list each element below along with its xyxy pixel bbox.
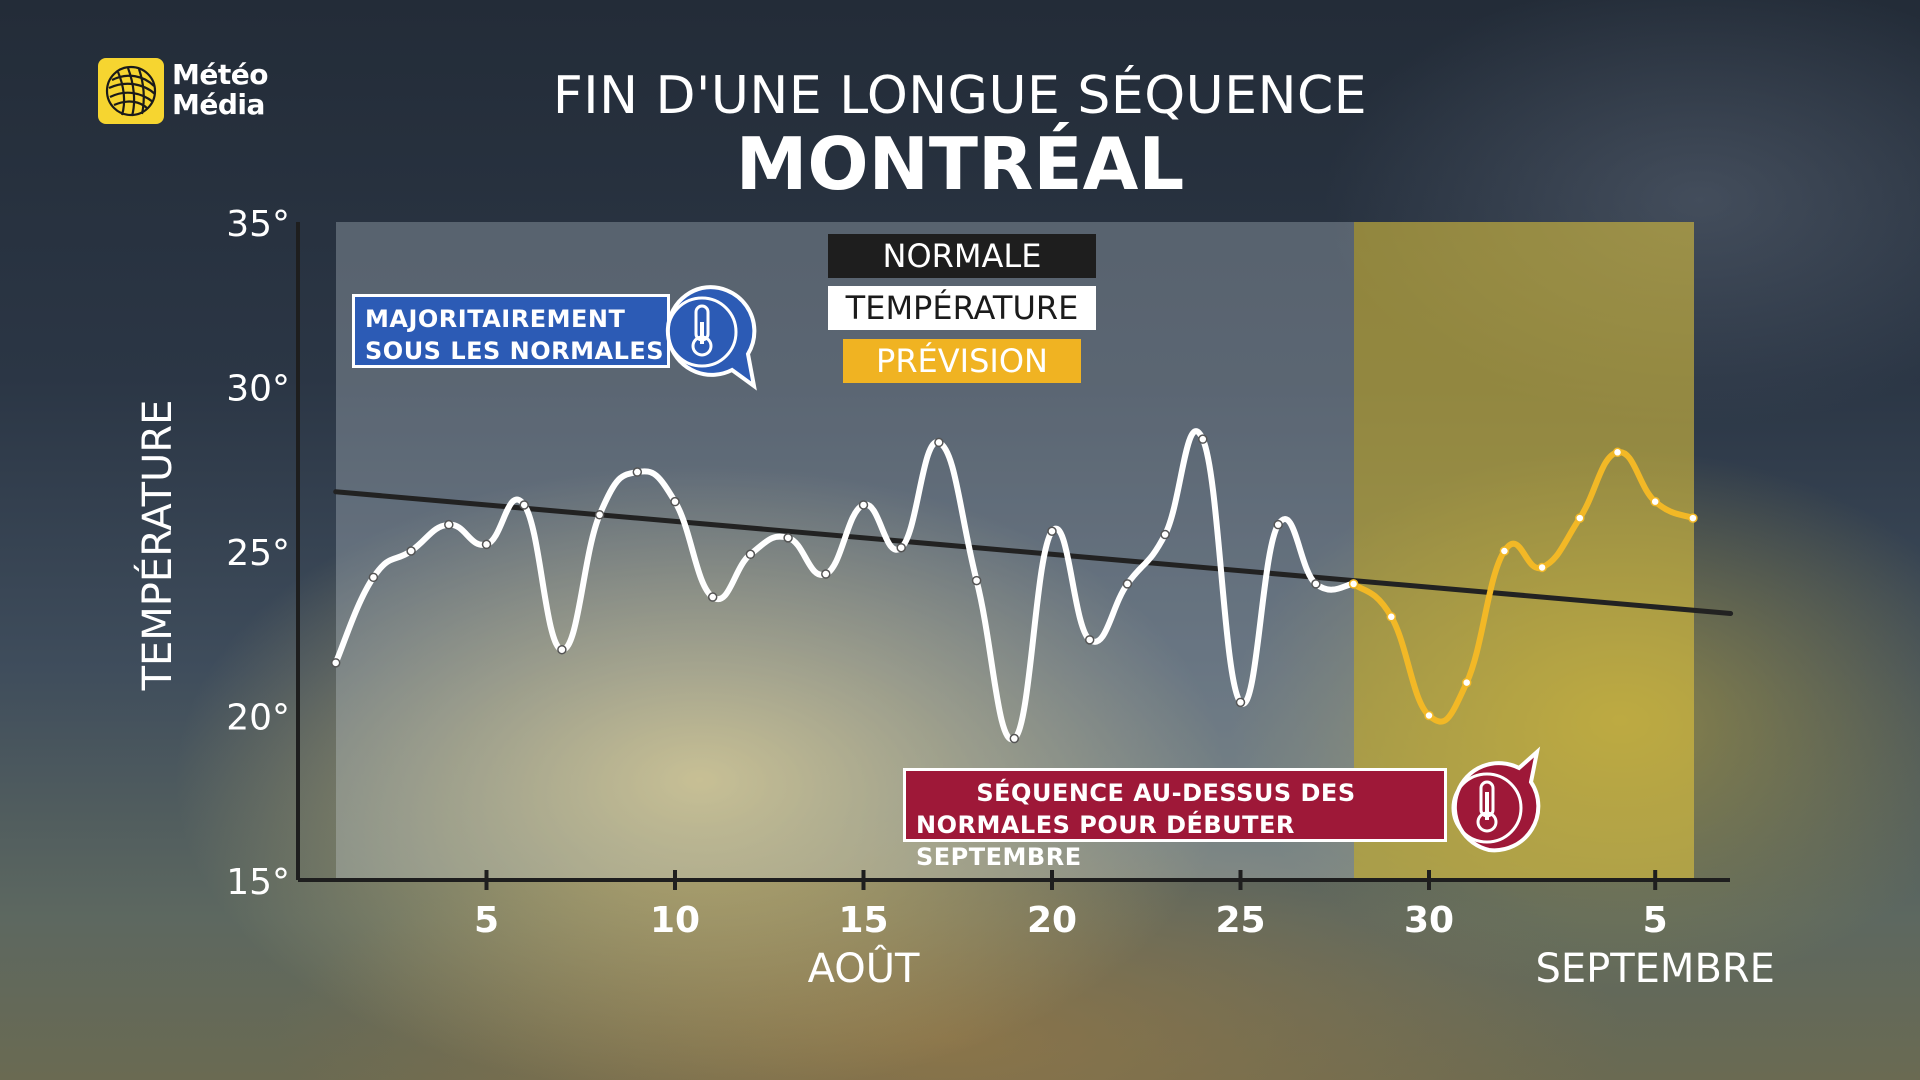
- temperature-point: [745, 549, 756, 560]
- chart-subtitle: MONTRÉAL: [735, 122, 1185, 206]
- above-normals-badge: SÉQUENCE AU-DESSUS DES NORMALES POUR DÉB…: [903, 768, 1447, 871]
- x-tick-label: 30: [1404, 900, 1454, 941]
- y-tick-label: 30°: [226, 369, 290, 410]
- y-axis-title: TEMPÉRATURE: [135, 399, 181, 691]
- logo-word-media: Média: [172, 88, 265, 121]
- thermometer-hot-icon: [1451, 746, 1541, 853]
- temperature-point: [670, 496, 680, 507]
- x-tick-label: 25: [1215, 900, 1265, 941]
- x-tick-label: 5: [474, 900, 499, 941]
- forecast-point: [1348, 579, 1359, 589]
- below-normals-text-line2: SOUS LES NORMALES: [365, 337, 665, 365]
- temperature-point: [1273, 519, 1283, 530]
- y-tick-label: 15°: [226, 862, 290, 903]
- temperature-point: [1084, 635, 1095, 645]
- temperature-point: [1160, 529, 1170, 540]
- temperature-point: [557, 644, 567, 655]
- y-tick-label: 35°: [226, 204, 290, 245]
- below-normals-badge: MAJORITAIREMENT SOUS LES NORMALES: [352, 294, 670, 368]
- below-normals-text-line1: MAJORITAIREMENT: [365, 305, 626, 333]
- temperature-point: [858, 500, 869, 510]
- meteomedia-logo: Météo Média: [98, 58, 278, 128]
- forecast-point: [1575, 513, 1585, 523]
- temperature-point: [594, 510, 605, 520]
- temperature-point: [1047, 526, 1057, 537]
- y-tick-label: 20°: [226, 698, 290, 739]
- x-month-label: AOÛT: [808, 944, 920, 992]
- normal-series-line: [333, 489, 1734, 617]
- above-normals-text-line1: SÉQUENCE AU-DESSUS DES: [976, 779, 1356, 807]
- temperature-point: [1311, 579, 1321, 589]
- temperature-point: [368, 572, 379, 583]
- x-tick-label: 20: [1027, 900, 1077, 941]
- temperature-point: [1198, 434, 1208, 444]
- forecast-series-line: [1350, 449, 1696, 725]
- temperature-point: [896, 542, 906, 553]
- forecast-point: [1650, 496, 1660, 507]
- temperature-point: [330, 658, 341, 668]
- forecast-point: [1461, 677, 1472, 688]
- x-month-label: SEPTEMBRE: [1535, 946, 1775, 992]
- temperature-point: [519, 500, 529, 510]
- legend-temperature: TEMPÉRATURE: [828, 286, 1096, 330]
- temperature-point: [783, 533, 793, 543]
- forecast-point: [1386, 612, 1397, 622]
- temperature-point: [632, 467, 643, 477]
- legend-normale: NORMALE: [828, 234, 1096, 278]
- temperature-point: [406, 546, 416, 556]
- logo-word-meteo: Météo: [172, 58, 268, 91]
- thermometer-cold-icon: [665, 285, 757, 391]
- above-normals-callout: SÉQUENCE AU-DESSUS DES NORMALES POUR DÉB…: [903, 730, 1543, 871]
- temperature-point: [821, 569, 831, 579]
- temperature-point: [707, 592, 718, 602]
- x-tick-label: 5: [1643, 900, 1668, 941]
- temperature-point: [444, 519, 454, 530]
- forecast-point: [1688, 513, 1698, 523]
- temperature-point: [934, 437, 944, 448]
- forecast-point: [1499, 546, 1510, 556]
- below-normals-callout: MAJORITAIREMENT SOUS LES NORMALES: [352, 285, 762, 404]
- forecast-point: [1612, 447, 1623, 458]
- temperature-point: [1009, 733, 1020, 744]
- temperature-point: [1235, 697, 1246, 708]
- x-tick-label: 15: [838, 900, 888, 941]
- above-normals-text-line2: NORMALES POUR DÉBUTER SEPTEMBRE: [916, 811, 1295, 871]
- chart-title: FIN D'UNE LONGUE SÉQUENCE: [552, 66, 1368, 126]
- forecast-point: [1424, 710, 1434, 721]
- y-tick-label: 25°: [226, 533, 290, 574]
- temperature-point: [1122, 579, 1133, 589]
- temperature-point: [971, 575, 982, 586]
- x-tick-label: 10: [650, 900, 700, 941]
- legend-prevision: PRÉVISION: [843, 339, 1081, 383]
- temperature-point: [481, 539, 492, 550]
- plot-background-right: [1354, 222, 1694, 522]
- forecast-point: [1537, 562, 1547, 573]
- globe-logo-icon: [98, 58, 164, 124]
